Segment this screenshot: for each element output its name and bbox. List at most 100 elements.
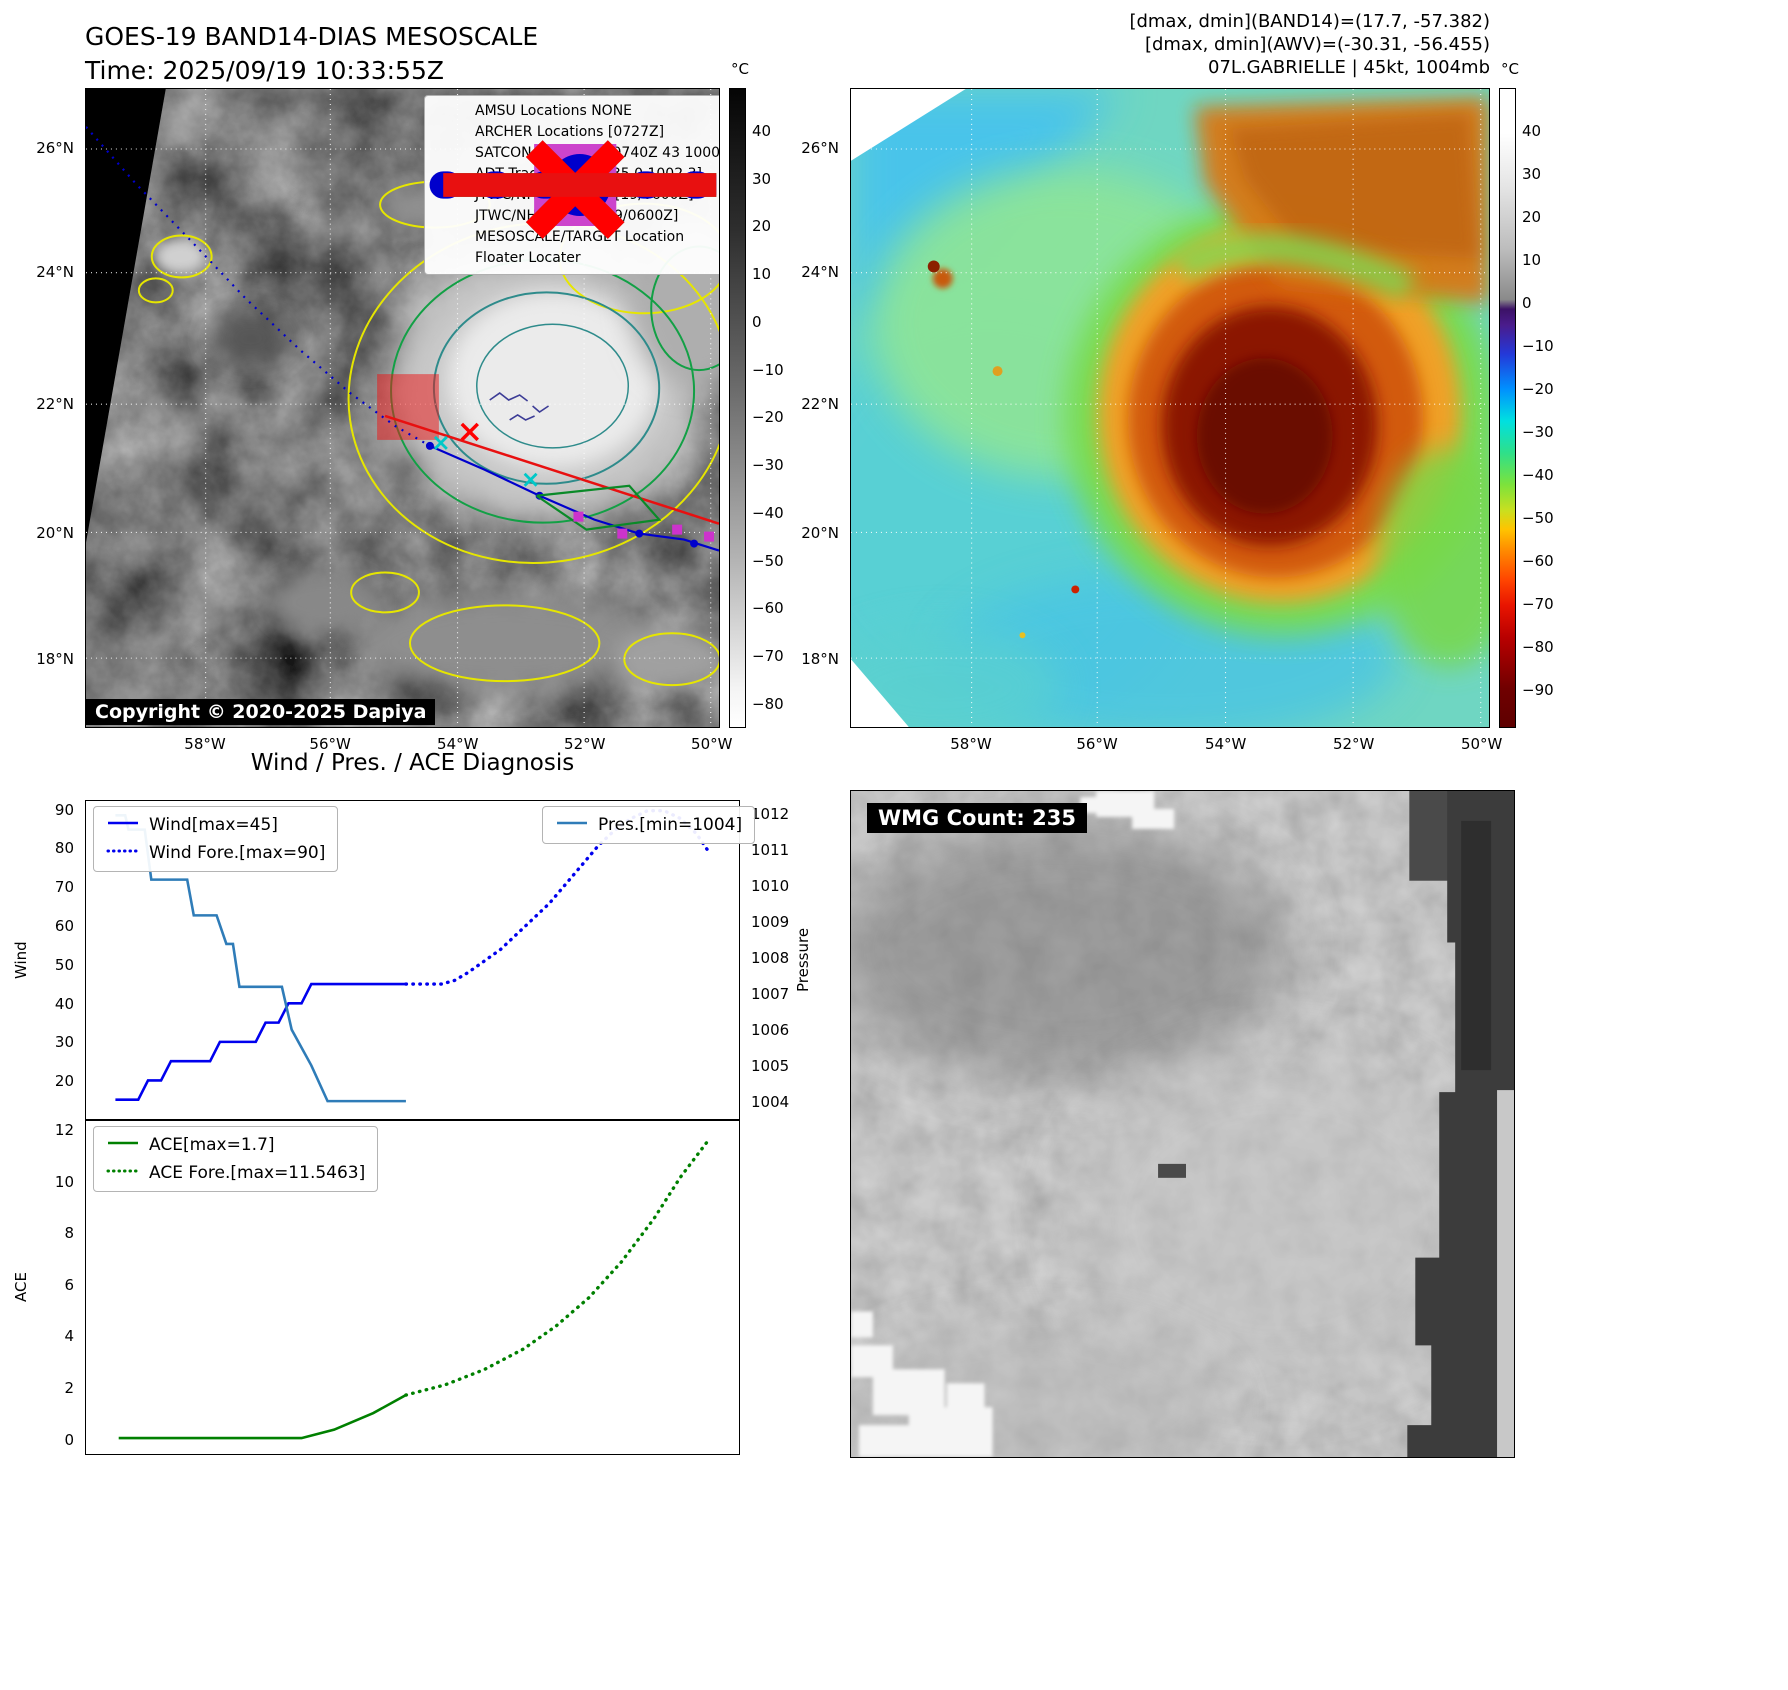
lon-tick-label: 52°W — [564, 735, 606, 753]
colorbar-tick-label: −10 — [1522, 336, 1554, 355]
ir-color-map — [850, 88, 1490, 728]
colorbar-tick-label: −30 — [752, 456, 784, 475]
colorbar-tick-label: 0 — [1522, 293, 1532, 312]
dotted-line-icon — [106, 843, 140, 863]
lat-tick-label: 20°N — [801, 523, 839, 542]
legend-label: Wind[max=45] — [149, 815, 278, 835]
adt-track — [535, 484, 662, 531]
axis-tick-label: 90 — [54, 800, 74, 819]
pressure-axis-label: Pressure — [794, 927, 812, 993]
lon-tick-label: 54°W — [437, 735, 479, 753]
legend-item: ACE Fore.[max=11.5463] — [106, 1163, 365, 1183]
axis-tick-label: 20 — [54, 1072, 74, 1091]
colorbar-tick-label: −20 — [1522, 379, 1554, 398]
colorbar-tick-label: −80 — [752, 694, 784, 713]
axis-tick-label: 2 — [64, 1379, 74, 1397]
colorbar-tick-label: 10 — [752, 265, 772, 284]
panel-title-line2: Time: 2025/09/19 10:33:55Z — [85, 56, 444, 85]
line-icon — [555, 815, 589, 835]
legend-label: MESOSCALE/TARGET Location — [475, 229, 685, 245]
lat-tick-label: 24°N — [36, 263, 74, 282]
panel-title: GOES-19 BAND14-DIAS MESOSCALE Time: 2025… — [85, 20, 538, 88]
colorbar-tick-label: −10 — [752, 360, 784, 379]
legend-label: Floater Locater — [475, 250, 581, 266]
ir-grayscale-map: AMSU Locations NONE ARCHER Locations [072… — [85, 88, 720, 728]
lon-tick-label: 52°W — [1332, 735, 1375, 753]
dotted-line-icon — [106, 1163, 140, 1183]
colorbar-unit: °C — [1501, 60, 1519, 78]
lat-tick-label: 26°N — [801, 139, 839, 158]
rainbow-colorbar-ticks: 40 30 20 10 0 −10 −20 −30 −40 −50 −60 −70 −80 −90 — [1522, 88, 1570, 728]
wmg-image: WMG Count: 235 — [850, 790, 1515, 1458]
lon-tick-label: 58°W — [184, 735, 226, 753]
colorbar-unit: °C — [731, 60, 749, 78]
legend-item: Wind[max=45] — [106, 815, 325, 835]
floater-locater-line — [384, 414, 719, 525]
lat-tick-label: 18°N — [801, 649, 839, 668]
copyright-label: Copyright © 2020-2025 Dapiya — [86, 699, 436, 725]
colorbar-tick-label: −40 — [752, 503, 784, 522]
series-ace-fore-max-11-5463- — [404, 1141, 709, 1397]
axis-tick-label: 60 — [54, 917, 74, 936]
ace-axis-ticks: 0 2 4 6 8 10 12 — [44, 1120, 80, 1455]
archer-square-markers — [573, 511, 715, 542]
lat-tick-label: 22°N — [36, 395, 74, 414]
axis-tick-label: 4 — [64, 1327, 74, 1346]
series-wind-fore-max-90- — [404, 808, 712, 986]
lat-axis-left: 26°N 24°N 22°N 20°N 18°N — [28, 88, 78, 728]
axis-tick-label: 1005 — [751, 1057, 790, 1076]
axis-tick-label: 1009 — [751, 913, 790, 932]
lon-tick-label: 56°W — [309, 735, 351, 753]
colorbar-tick-label: −50 — [752, 551, 784, 570]
colorbar-tick-label: 10 — [1522, 250, 1542, 269]
panel-title-line1: GOES-19 BAND14-DIAS MESOSCALE — [85, 22, 539, 51]
colorbar-tick-label: 20 — [1522, 207, 1542, 226]
track-overlays — [86, 126, 719, 552]
pressure-legend: Pres.[min=1004] — [542, 806, 756, 844]
axis-tick-label: 1011 — [751, 841, 790, 860]
grayscale-colorbar — [729, 88, 746, 728]
axis-tick-label: 8 — [64, 1224, 74, 1243]
storm-id: 07L.GABRIELLE | 45kt, 1004mb — [1208, 57, 1490, 78]
colorbar-tick-label: 20 — [752, 217, 772, 236]
target-x-icon — [460, 422, 479, 442]
axis-tick-label: 1010 — [751, 877, 790, 896]
colorbar-tick-label: −50 — [1522, 508, 1554, 527]
axis-tick-label: 6 — [64, 1275, 74, 1294]
colorbar-tick-label: 40 — [1522, 121, 1542, 140]
colorbar-tick-label: −60 — [752, 599, 784, 618]
ace-legend: ACE[max=1.7] ACE Fore.[max=11.5463] — [93, 1126, 379, 1192]
lon-axis-right: 58°W 56°W 54°W 52°W 50°W — [850, 735, 1502, 757]
axis-tick-label: 70 — [54, 878, 74, 897]
satcon-x-icon — [433, 435, 448, 450]
axis-tick-label: 80 — [54, 839, 74, 858]
axis-tick-label: 50 — [54, 955, 74, 974]
colorbar-tick-label: −60 — [1522, 551, 1554, 570]
lat-axis-right: 26°N 24°N 22°N 20°N 18°N — [793, 88, 843, 728]
colorbar-tick-label: −80 — [1522, 637, 1554, 656]
lat-tick-label: 22°N — [801, 395, 839, 414]
legend-item: ACE[max=1.7] — [106, 1135, 365, 1155]
axis-tick-label: 10 — [54, 1172, 74, 1191]
legend-label: Pres.[min=1004] — [598, 815, 743, 835]
colorbar-tick-label: 0 — [752, 312, 762, 331]
jtwc-track — [429, 444, 719, 552]
lat-tick-label: 18°N — [36, 649, 74, 668]
line-icon — [106, 815, 140, 835]
colorbar-tick-label: −70 — [1522, 594, 1554, 613]
axis-tick-label: 1012 — [751, 805, 790, 824]
legend-label: ACE[max=1.7] — [149, 1135, 275, 1155]
lon-tick-label: 50°W — [1460, 735, 1503, 753]
axis-tick-label: 40 — [54, 994, 74, 1013]
legend-label: ACE Fore.[max=11.5463] — [149, 1163, 366, 1183]
axis-tick-label: 30 — [54, 1033, 74, 1052]
lon-axis-left: 58°W 56°W 54°W 52°W 50°W — [85, 735, 732, 757]
ir-color-image — [851, 89, 1489, 727]
axis-tick-label: 12 — [54, 1121, 74, 1140]
lat-tick-label: 20°N — [36, 523, 74, 542]
lon-tick-label: 50°W — [691, 735, 733, 753]
wmg-count-label: WMG Count: 235 — [867, 803, 1087, 833]
colorbar-tick-label: −70 — [752, 647, 784, 666]
wind-axis-label: Wind — [12, 941, 30, 979]
